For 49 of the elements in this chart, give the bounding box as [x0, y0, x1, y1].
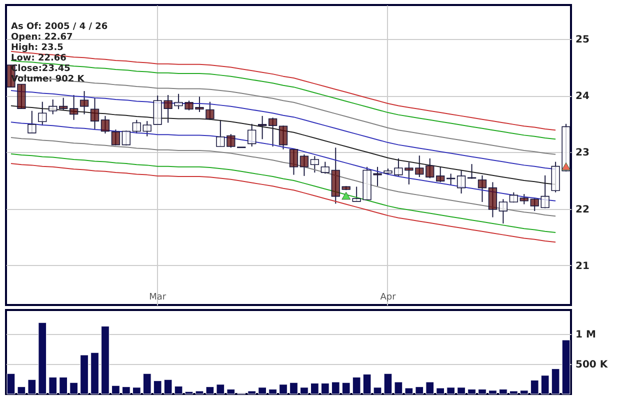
candlestick — [100, 115, 110, 134]
candlestick — [111, 129, 120, 146]
y-tick-label: 500 K — [576, 360, 609, 370]
candlestick — [59, 97, 68, 111]
candlestick — [289, 148, 298, 176]
candlestick — [48, 99, 58, 115]
candlestick — [28, 110, 36, 134]
line-series — [10, 50, 556, 131]
candlestick — [436, 166, 445, 183]
y-tick-label: 22 — [576, 204, 590, 216]
candlestick — [310, 156, 320, 174]
candlestick — [520, 194, 528, 205]
candlestick — [142, 120, 152, 137]
annotation: High: 23.5 — [11, 43, 64, 53]
y-tick-label: 24 — [576, 91, 590, 102]
line-series — [10, 153, 556, 234]
line-series — [10, 136, 556, 217]
candlestick — [248, 123, 256, 148]
candlestick — [540, 174, 550, 209]
candlestick — [38, 101, 47, 126]
candlestick — [69, 94, 78, 120]
annotation: Open: 22.67 — [11, 32, 73, 42]
y-tick-label: 23 — [576, 148, 590, 159]
line-series — [10, 162, 556, 243]
candlestick — [488, 182, 498, 218]
y-tick-label: 1 M — [576, 330, 596, 340]
candlestick — [300, 154, 309, 176]
annotation: As Of: 2005 / 4 / 26 — [11, 22, 108, 32]
x-tick-label: Apr — [380, 292, 396, 302]
y-tick-label: 21 — [576, 260, 590, 272]
candlestick — [320, 161, 330, 174]
y-tick-label: 25 — [576, 34, 590, 46]
candlestick — [258, 115, 267, 140]
candlestick — [426, 158, 434, 179]
line-series — [10, 60, 556, 140]
candlestick — [132, 119, 141, 134]
candlestick — [122, 130, 130, 146]
candlestick — [80, 90, 89, 115]
x-tick-label: Mar — [149, 292, 166, 302]
candlestick — [268, 117, 278, 148]
annotation: Low: 22.66 — [11, 54, 66, 64]
candlestick — [467, 164, 476, 180]
candlestick — [278, 125, 288, 150]
candlestick — [530, 198, 539, 212]
candlestick — [478, 174, 487, 202]
candlestick — [206, 101, 214, 120]
candlestick — [456, 170, 466, 194]
candlestick — [90, 97, 100, 130]
candlestick — [498, 198, 508, 224]
